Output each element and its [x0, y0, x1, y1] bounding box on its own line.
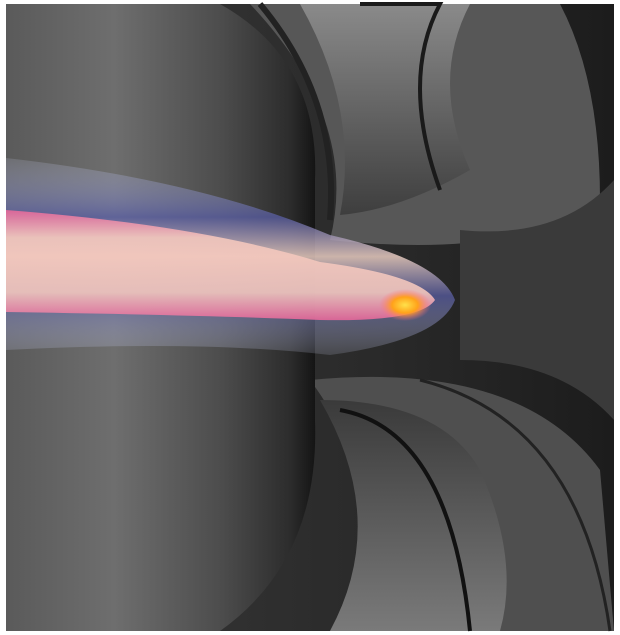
right-wall: [460, 180, 614, 420]
upper-edge: [257, 2, 335, 221]
plasma-core: [6, 210, 435, 321]
lower-edge: [339, 408, 472, 632]
lower-edge: [419, 378, 612, 632]
hot-spot: [379, 289, 431, 321]
upper-edge: [360, 2, 444, 191]
upper-band: [300, 4, 470, 215]
